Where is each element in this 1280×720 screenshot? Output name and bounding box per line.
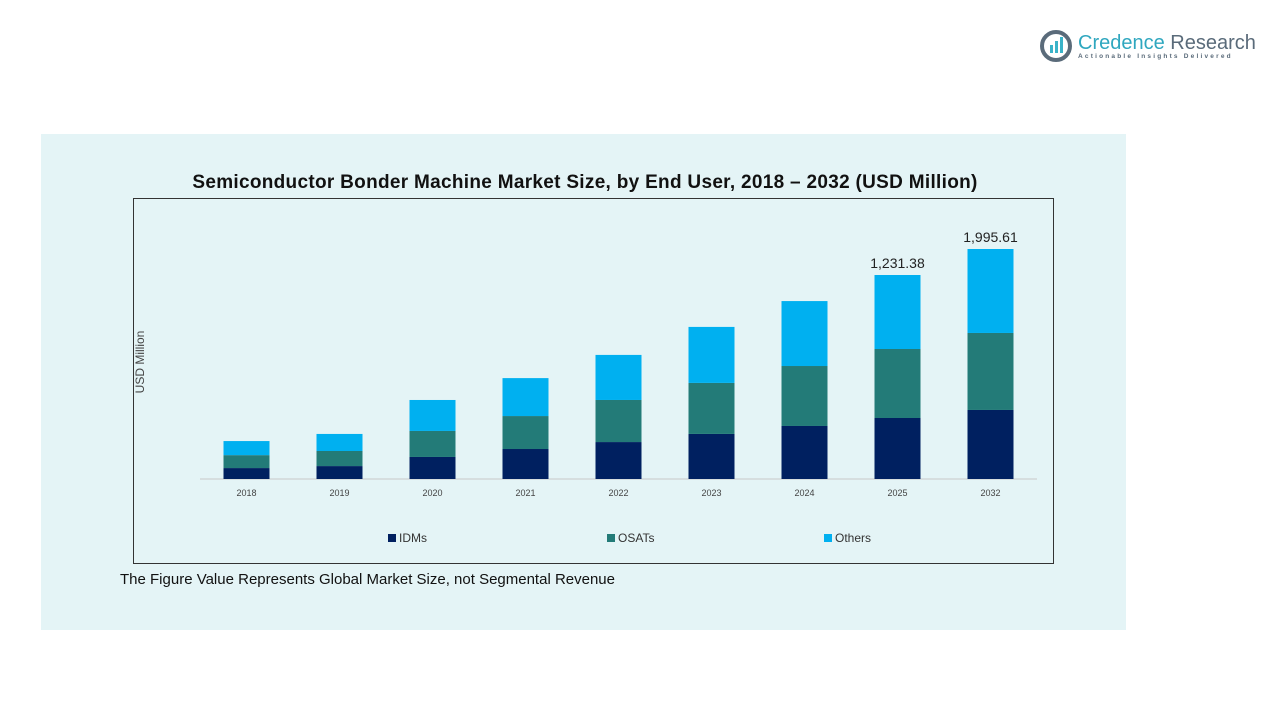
bar-others-2022 (595, 354, 642, 400)
bar-osats-2023 (688, 382, 735, 434)
chart-frame (133, 198, 1054, 564)
bar-others-2018 (223, 441, 270, 456)
logo-chart-icon (1040, 30, 1072, 62)
legend-swatch (824, 534, 832, 542)
bar-idms-2021 (502, 449, 549, 479)
bar-others-2023 (688, 326, 735, 383)
data-label-2025: 1,231.38 (870, 255, 925, 271)
bar-osats-2020 (409, 430, 456, 457)
bar-idms-2019 (316, 466, 363, 479)
x-tick-label: 2020 (422, 488, 442, 498)
figure-caption: The Figure Value Represents Global Marke… (120, 571, 615, 588)
bar-osats-2019 (316, 451, 363, 467)
bar-others-2025 (874, 275, 921, 350)
bar-idms-2018 (223, 468, 270, 479)
x-tick-label: 2021 (515, 488, 535, 498)
bar-others-2020 (409, 399, 456, 431)
bar-others-2021 (502, 378, 549, 417)
bar-osats-2022 (595, 399, 642, 443)
x-tick-label: 2018 (236, 488, 256, 498)
legend-label: IDMs (399, 531, 427, 545)
legend-label: OSATs (618, 531, 655, 545)
bar-others-2032 (967, 249, 1014, 333)
x-tick-label: 2019 (329, 488, 349, 498)
bar-others-2024 (781, 301, 828, 367)
bar-idms-2024 (781, 425, 828, 479)
brand-tagline: Actionable Insights Delivered (1078, 52, 1233, 60)
legend-item-others: Others (824, 531, 871, 545)
x-tick-label: 2024 (794, 488, 814, 498)
x-tick-label: 2025 (887, 488, 907, 498)
x-tick-label: 2032 (980, 488, 1000, 498)
bar-idms-2025 (874, 418, 921, 479)
bar-osats-2024 (781, 366, 828, 426)
legend-swatch (607, 534, 615, 542)
bar-osats-2025 (874, 349, 921, 419)
bar-idms-2020 (409, 456, 456, 479)
bar-idms-2032 (967, 409, 1014, 479)
bar-osats-2018 (223, 455, 270, 469)
x-tick-label: 2022 (608, 488, 628, 498)
x-tick-label: 2023 (701, 488, 721, 498)
bar-idms-2022 (595, 442, 642, 479)
legend-item-idms: IDMs (388, 531, 427, 545)
chart-title: Semiconductor Bonder Machine Market Size… (192, 172, 978, 193)
bar-others-2019 (316, 433, 363, 452)
bar-idms-2023 (688, 433, 735, 479)
data-label-2032: 1,995.61 (963, 229, 1018, 245)
legend-item-osats: OSATs (607, 531, 654, 545)
bar-osats-2032 (967, 332, 1014, 410)
chart-panel (41, 134, 1126, 630)
credence-research-logo: Credence Research Actionable Insights De… (1040, 30, 1256, 62)
legend-swatch (388, 534, 396, 542)
legend-label: Others (835, 531, 872, 545)
bar-osats-2021 (502, 416, 549, 450)
brand-name: Credence Research (1078, 31, 1256, 54)
